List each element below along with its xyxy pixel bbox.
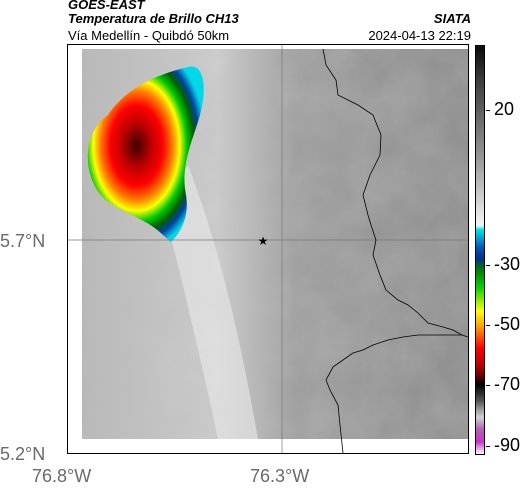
colorbar-tick [486,110,490,111]
datetime-label: 2024-04-13 22:19 [368,28,471,43]
colorbar-tick [486,446,490,447]
lat-label: 5.2°N [0,444,46,464]
border-line [322,48,463,336]
river-line [461,334,468,338]
agency-label: SIATA [433,11,471,26]
colorbar-label: -70 [494,374,521,394]
colorbar-label: -90 [494,435,521,455]
bright-cloud-band [163,165,258,439]
colorbar-label: -30 [494,254,521,274]
star-icon: ★ [258,234,269,248]
product-title: Temperatura de Brillo CH13 [68,11,239,26]
map-image: ★ [68,45,468,453]
lat-label: 5.7°N [0,231,46,251]
border-line-south [325,334,462,453]
colorbar-tick [486,265,490,266]
colorbar-label: -50 [494,314,521,334]
lon-label: 76.8°W [32,466,92,486]
colorbar-label: 20 [494,99,515,119]
region-subtitle: Vía Medellín - Quibdó 50km [68,28,230,43]
satellite-map: ★ [67,44,469,454]
satellite-title: GOES-EAST [68,0,145,12]
colorbar-tick [486,325,490,326]
lon-label: 76.3°W [250,466,310,486]
colorbar [475,45,485,455]
storm-cell [87,66,204,242]
colorbar-tick [486,385,490,386]
